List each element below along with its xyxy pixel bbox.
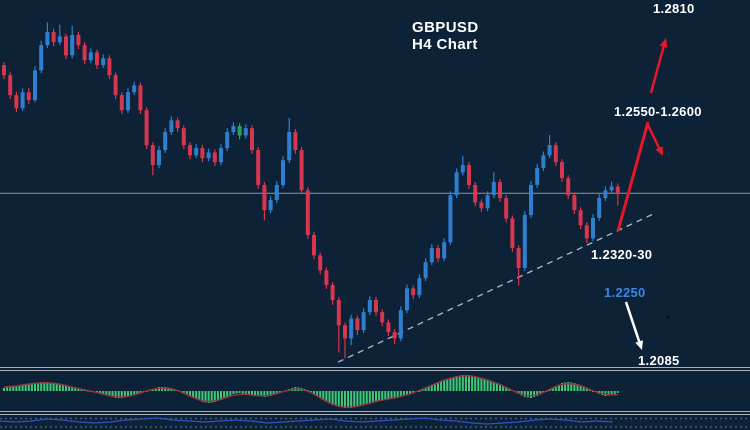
arrow-reject-down (645, 122, 662, 153)
price-zone-label-12320-30: 1.2320-30 (591, 247, 653, 262)
price-zone-label-12550-12600: 1.2550-1.2600 (614, 104, 702, 119)
price-level-label-12810: 1.2810 (653, 1, 695, 16)
projection-line-up (616, 121, 650, 232)
price-level-label-12250: 1.2250 (604, 285, 646, 300)
arrow-down-to-1.2085 (624, 301, 642, 346)
chart-symbol-label: GBPUSD (412, 19, 479, 36)
arrow-up-to-1.2810 (649, 42, 666, 94)
chart-timeframe-label: H4 Chart (412, 36, 478, 53)
price-level-label-12085: 1.2085 (638, 353, 680, 368)
chart-title: GBPUSD H4 Chart (412, 19, 479, 53)
